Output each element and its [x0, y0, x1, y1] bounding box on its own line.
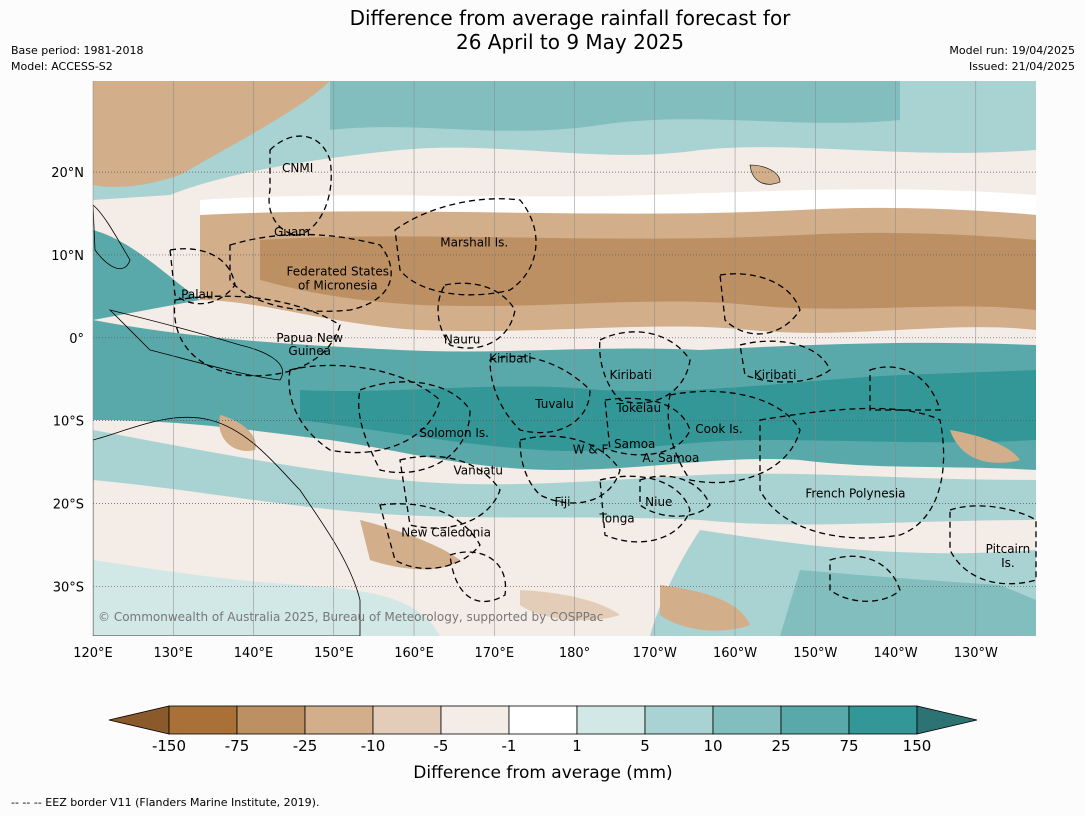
region-label: Papua New: [276, 331, 343, 345]
colorbar-segment: [304, 705, 374, 735]
issued-date: Issued: 21/04/2025: [968, 60, 1075, 73]
lon-tick-label: 170°E: [475, 646, 515, 661]
region-label: Niue: [645, 495, 672, 509]
region-label: Nauru: [444, 332, 480, 346]
colorbar-tick-label: 1: [572, 737, 582, 755]
lon-tick-label: 160°W: [713, 646, 757, 661]
lon-tick-label: 120°E: [73, 646, 113, 661]
lon-tick-label: 140°E: [234, 646, 274, 661]
copyright-text: © Commonwealth of Australia 2025, Bureau…: [98, 610, 603, 624]
model-run: Model run: 19/04/2025: [949, 44, 1075, 57]
region-label: Federated States: [287, 265, 389, 279]
colorbar: -150 -75 -25 -10 -5 -1 1 5 10 25 75 150: [108, 705, 978, 755]
colorbar-extend-high: [916, 705, 978, 735]
colorbar-tick-label: 25: [771, 737, 790, 755]
region-label: A. Samoa: [642, 451, 699, 465]
meta-left: Base period: 1981-2018 Model: ACCESS-S2: [11, 43, 143, 75]
colorbar-segment: [372, 705, 442, 735]
region-label: Vanuatu: [453, 463, 503, 477]
lat-tick-label: 20°N: [51, 166, 84, 181]
colorbar-tick-label: 5: [640, 737, 650, 755]
colorbar-segment: [712, 705, 782, 735]
region-label: French Polynesia: [805, 487, 905, 501]
lon-tick-label: 170°W: [633, 646, 677, 661]
colorbar-segment: [508, 705, 578, 735]
meta-right: Model run: 19/04/2025 Issued: 21/04/2025: [949, 43, 1075, 75]
region-label: Cook Is.: [695, 422, 742, 436]
eez-borders: [169, 135, 1037, 603]
colorbar-title: Difference from average (mm): [413, 763, 672, 783]
chart-title: Difference from average rainfall forecas…: [0, 6, 1085, 54]
region-label: Is.: [1001, 556, 1015, 570]
colorbar-segment: [780, 705, 850, 735]
region-label: Tonga: [598, 511, 634, 525]
colorbar-tick-label: -150: [152, 737, 186, 755]
model-name: Model: ACCESS-S2: [11, 60, 113, 73]
region-label: Kiribati: [609, 368, 651, 382]
region-label: Solomon Is.: [419, 426, 489, 440]
lon-tick-label: 130°W: [954, 646, 998, 661]
lon-tick-label: 180°: [559, 646, 590, 661]
axis-labels: 120°E 130°E 140°E 150°E 160°E 170°E 180° 170°W 1…: [51, 166, 998, 661]
region-label: Kiribati: [489, 352, 531, 366]
colorbar-tick-label: 75: [839, 737, 858, 755]
title-line-2: 26 April to 9 May 2025: [456, 30, 684, 54]
lon-tick-label: 140°W: [873, 646, 917, 661]
lon-tick-label: 160°E: [394, 646, 434, 661]
region-label: Fiji: [554, 495, 570, 509]
region-label: Tokelau: [615, 401, 661, 415]
lat-tick-label: 0°: [69, 332, 84, 347]
region-label: W & F: [573, 443, 609, 457]
colorbar-tick-label: -5: [434, 737, 449, 755]
colorbar-segment: [848, 705, 918, 735]
base-period: Base period: 1981-2018: [11, 44, 144, 57]
region-label: CNMI: [282, 161, 313, 175]
region-label: Marshall Is.: [440, 236, 508, 250]
colorbar-segment: [440, 705, 510, 735]
lat-tick-label: 10°S: [53, 415, 84, 430]
lat-tick-label: 10°N: [51, 249, 84, 264]
colorbar-segment: [168, 705, 238, 735]
colorbar-tick-label: -75: [225, 737, 250, 755]
eez-footnote: -- -- -- EEZ border V11 (Flanders Marine…: [11, 796, 320, 809]
region-label: Samoa: [614, 437, 655, 451]
colorbar-tick-label: -25: [293, 737, 318, 755]
region-label: Kiribati: [754, 368, 796, 382]
graticule: [92, 81, 1036, 636]
colorbar-tick-label: 10: [703, 737, 722, 755]
region-label: Guinea: [288, 344, 331, 358]
colorbar-segment: [236, 705, 306, 735]
colorbar-tick-label: -10: [361, 737, 386, 755]
colorbar-extend-low: [108, 705, 170, 735]
region-label: of Micronesia: [298, 279, 378, 293]
colorbar-segment: [644, 705, 714, 735]
region-label: Tuvalu: [534, 397, 574, 411]
title-line-1: Difference from average rainfall forecas…: [349, 6, 791, 30]
colorbar-tick-label: 150: [903, 737, 932, 755]
lon-tick-label: 150°E: [314, 646, 354, 661]
region-label: Pitcairn: [986, 542, 1031, 556]
colorbar-segment: [576, 705, 646, 735]
lon-tick-label: 130°E: [153, 646, 193, 661]
colorbar-tick-label: -1: [502, 737, 517, 755]
lon-tick-label: 150°W: [793, 646, 837, 661]
lat-tick-label: 30°S: [53, 580, 84, 595]
lat-tick-label: 20°S: [53, 497, 84, 512]
region-label: Palau: [181, 288, 213, 302]
region-label: New Caledonia: [401, 525, 491, 539]
region-label: Guam: [274, 225, 310, 239]
map-field: [93, 81, 1036, 636]
